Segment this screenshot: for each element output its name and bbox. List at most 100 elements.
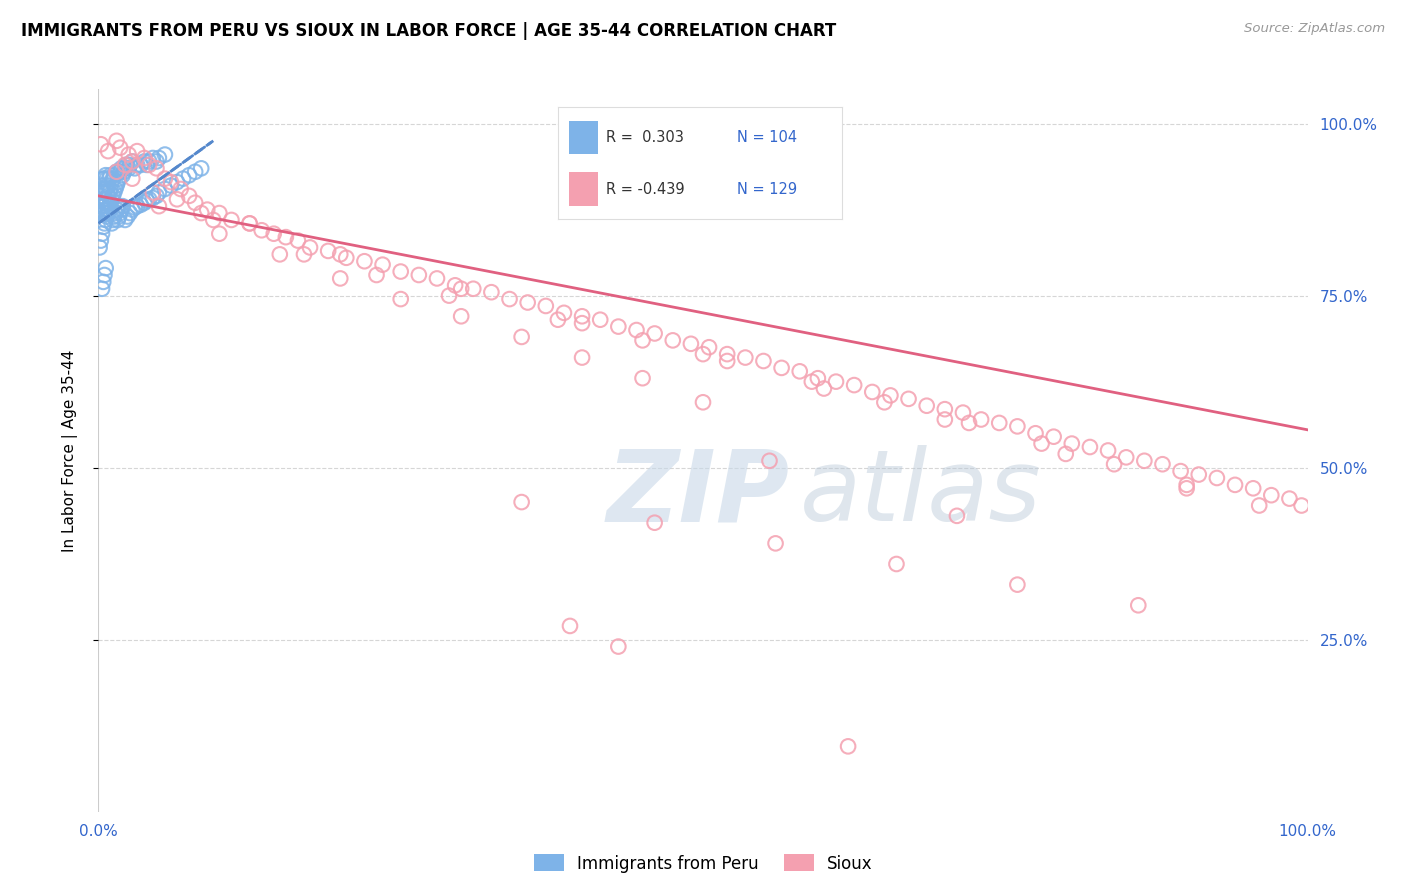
Point: [692, 347, 714, 361]
Point: [263, 227, 285, 241]
Point: [800, 375, 823, 389]
Point: [145, 161, 167, 176]
Point: [179, 168, 201, 182]
Point: [96, 171, 118, 186]
Point: [145, 154, 167, 169]
Point: [1133, 454, 1156, 468]
Point: [107, 213, 129, 227]
Point: [94, 168, 117, 182]
Point: [107, 175, 129, 189]
Point: [1024, 426, 1046, 441]
Text: ZIP: ZIP: [606, 445, 789, 542]
Point: [127, 144, 149, 158]
Point: [957, 416, 980, 430]
Point: [208, 227, 231, 241]
Point: [886, 557, 908, 571]
Point: [117, 210, 139, 224]
Point: [873, 395, 896, 409]
Point: [100, 192, 122, 206]
Point: [97, 189, 120, 203]
Point: [988, 416, 1011, 430]
Point: [93, 206, 115, 220]
Point: [100, 182, 122, 196]
Point: [148, 186, 170, 200]
Point: [553, 306, 575, 320]
Point: [1054, 447, 1077, 461]
Point: [98, 186, 121, 200]
Point: [91, 199, 114, 213]
Point: [1152, 457, 1174, 471]
Point: [169, 182, 191, 196]
Point: [135, 194, 157, 208]
Point: [91, 171, 114, 186]
Point: [287, 234, 309, 248]
Point: [127, 199, 149, 213]
Point: [110, 161, 132, 176]
Point: [129, 158, 152, 172]
Point: [752, 354, 775, 368]
Point: [626, 323, 648, 337]
Point: [105, 165, 128, 179]
Point: [426, 271, 449, 285]
Point: [450, 310, 472, 324]
Text: IMMIGRANTS FROM PERU VS SIOUX IN LABOR FORCE | AGE 35-44 CORRELATION CHART: IMMIGRANTS FROM PERU VS SIOUX IN LABOR F…: [21, 22, 837, 40]
Point: [208, 206, 231, 220]
Point: [94, 213, 117, 227]
Point: [335, 251, 357, 265]
Point: [91, 192, 114, 206]
Point: [97, 202, 120, 217]
Point: [148, 199, 170, 213]
Point: [934, 402, 956, 417]
Point: [108, 141, 131, 155]
Point: [825, 375, 848, 389]
Point: [124, 161, 146, 176]
Point: [316, 244, 339, 258]
Point: [172, 171, 194, 186]
Point: [789, 364, 811, 378]
Point: [96, 186, 118, 200]
Point: [607, 319, 630, 334]
Point: [1128, 599, 1150, 613]
Point: [153, 147, 176, 161]
Point: [121, 154, 143, 169]
Point: [202, 213, 225, 227]
Point: [114, 158, 136, 172]
Point: [631, 371, 654, 385]
Point: [105, 134, 128, 148]
Point: [571, 351, 593, 365]
Point: [366, 268, 388, 282]
Point: [879, 388, 901, 402]
Point: [121, 171, 143, 186]
Point: [195, 202, 218, 217]
Point: [121, 154, 143, 169]
Point: [90, 234, 112, 248]
Point: [970, 412, 993, 426]
Point: [221, 213, 243, 227]
Point: [697, 340, 720, 354]
Point: [142, 186, 165, 200]
Point: [589, 312, 612, 326]
Point: [510, 330, 533, 344]
Point: [160, 175, 183, 189]
Point: [94, 182, 117, 196]
Point: [692, 395, 714, 409]
Point: [103, 210, 125, 224]
Point: [534, 299, 557, 313]
Point: [1175, 481, 1198, 495]
Point: [463, 282, 485, 296]
Point: [758, 454, 780, 468]
Point: [661, 334, 683, 348]
Point: [91, 227, 114, 241]
Point: [134, 195, 156, 210]
Point: [91, 178, 114, 193]
Point: [571, 310, 593, 324]
Point: [94, 261, 117, 276]
Point: [129, 198, 152, 212]
Point: [135, 158, 157, 172]
Point: [91, 275, 114, 289]
Point: [644, 326, 666, 341]
Point: [166, 192, 188, 206]
Point: [1102, 457, 1125, 471]
Point: [96, 195, 118, 210]
Text: atlas: atlas: [800, 445, 1042, 542]
